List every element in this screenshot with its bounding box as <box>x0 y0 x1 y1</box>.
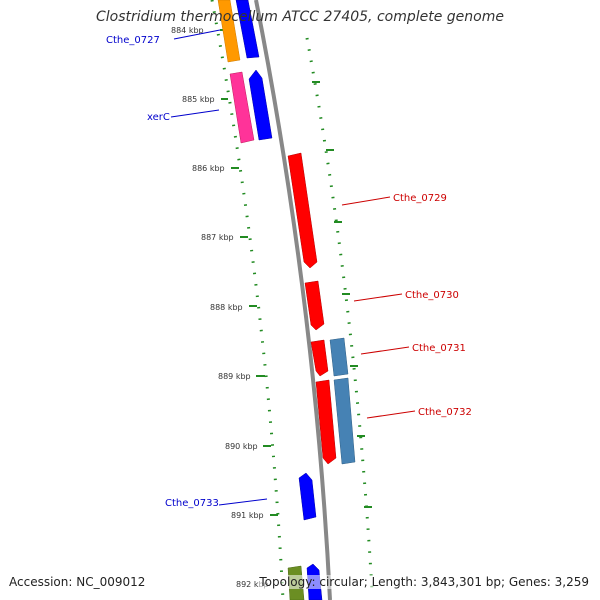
tick-label-887: 887 kbp <box>201 233 234 242</box>
gene-label-cthe-0727[interactable]: Cthe_0727 <box>106 35 160 46</box>
tick-label-889: 889 kbp <box>218 372 251 381</box>
gene-cthe-0733[interactable] <box>298 472 317 521</box>
gene-cthe-0731-steel[interactable] <box>329 337 349 377</box>
genome-backbone <box>254 0 332 600</box>
gene-blue-top[interactable] <box>235 0 260 59</box>
gene-cthe-0729[interactable] <box>287 152 318 269</box>
tick-label-885: 885 kbp <box>182 95 215 104</box>
map-title: Clostridium thermocellum ATCC 27405, com… <box>96 9 504 25</box>
gene-cthe-0730[interactable] <box>304 280 325 331</box>
gene-label-cthe-0731[interactable]: Cthe_0731 <box>412 343 466 354</box>
gene-label-cthe-0733[interactable]: Cthe_0733 <box>165 498 219 509</box>
gene-label-cthe-0730[interactable]: Cthe_0730 <box>405 290 459 301</box>
tick-label-891: 891 kbp <box>231 511 264 520</box>
gene-xerc-pink[interactable] <box>229 71 255 144</box>
tick-marks <box>220 29 372 516</box>
summary-text: Topology: circular; Length: 3,843,301 bp… <box>259 575 589 589</box>
tick-label-890: 890 kbp <box>225 442 258 451</box>
gene-blue-xerc[interactable] <box>248 69 273 141</box>
gene-cthe-0732-steel[interactable] <box>333 377 356 465</box>
gene-label-cthe-0729[interactable]: Cthe_0729 <box>393 193 447 204</box>
tick-label-888: 888 kbp <box>210 303 243 312</box>
gene-cthe-0732[interactable] <box>315 379 337 465</box>
tick-label-884: 884 kbp <box>171 26 204 35</box>
gene-label-xerc[interactable]: xerC <box>147 112 170 123</box>
tick-label-892: 892 kbp <box>236 580 269 589</box>
tick-label-886: 886 kbp <box>192 164 225 173</box>
accession-text: Accession: NC_009012 <box>9 575 146 589</box>
gene-cthe-0731[interactable] <box>310 339 329 377</box>
gene-orange-top[interactable] <box>217 0 241 63</box>
gene-label-cthe-0732[interactable]: Cthe_0732 <box>418 407 472 418</box>
label-lines <box>170 29 416 506</box>
